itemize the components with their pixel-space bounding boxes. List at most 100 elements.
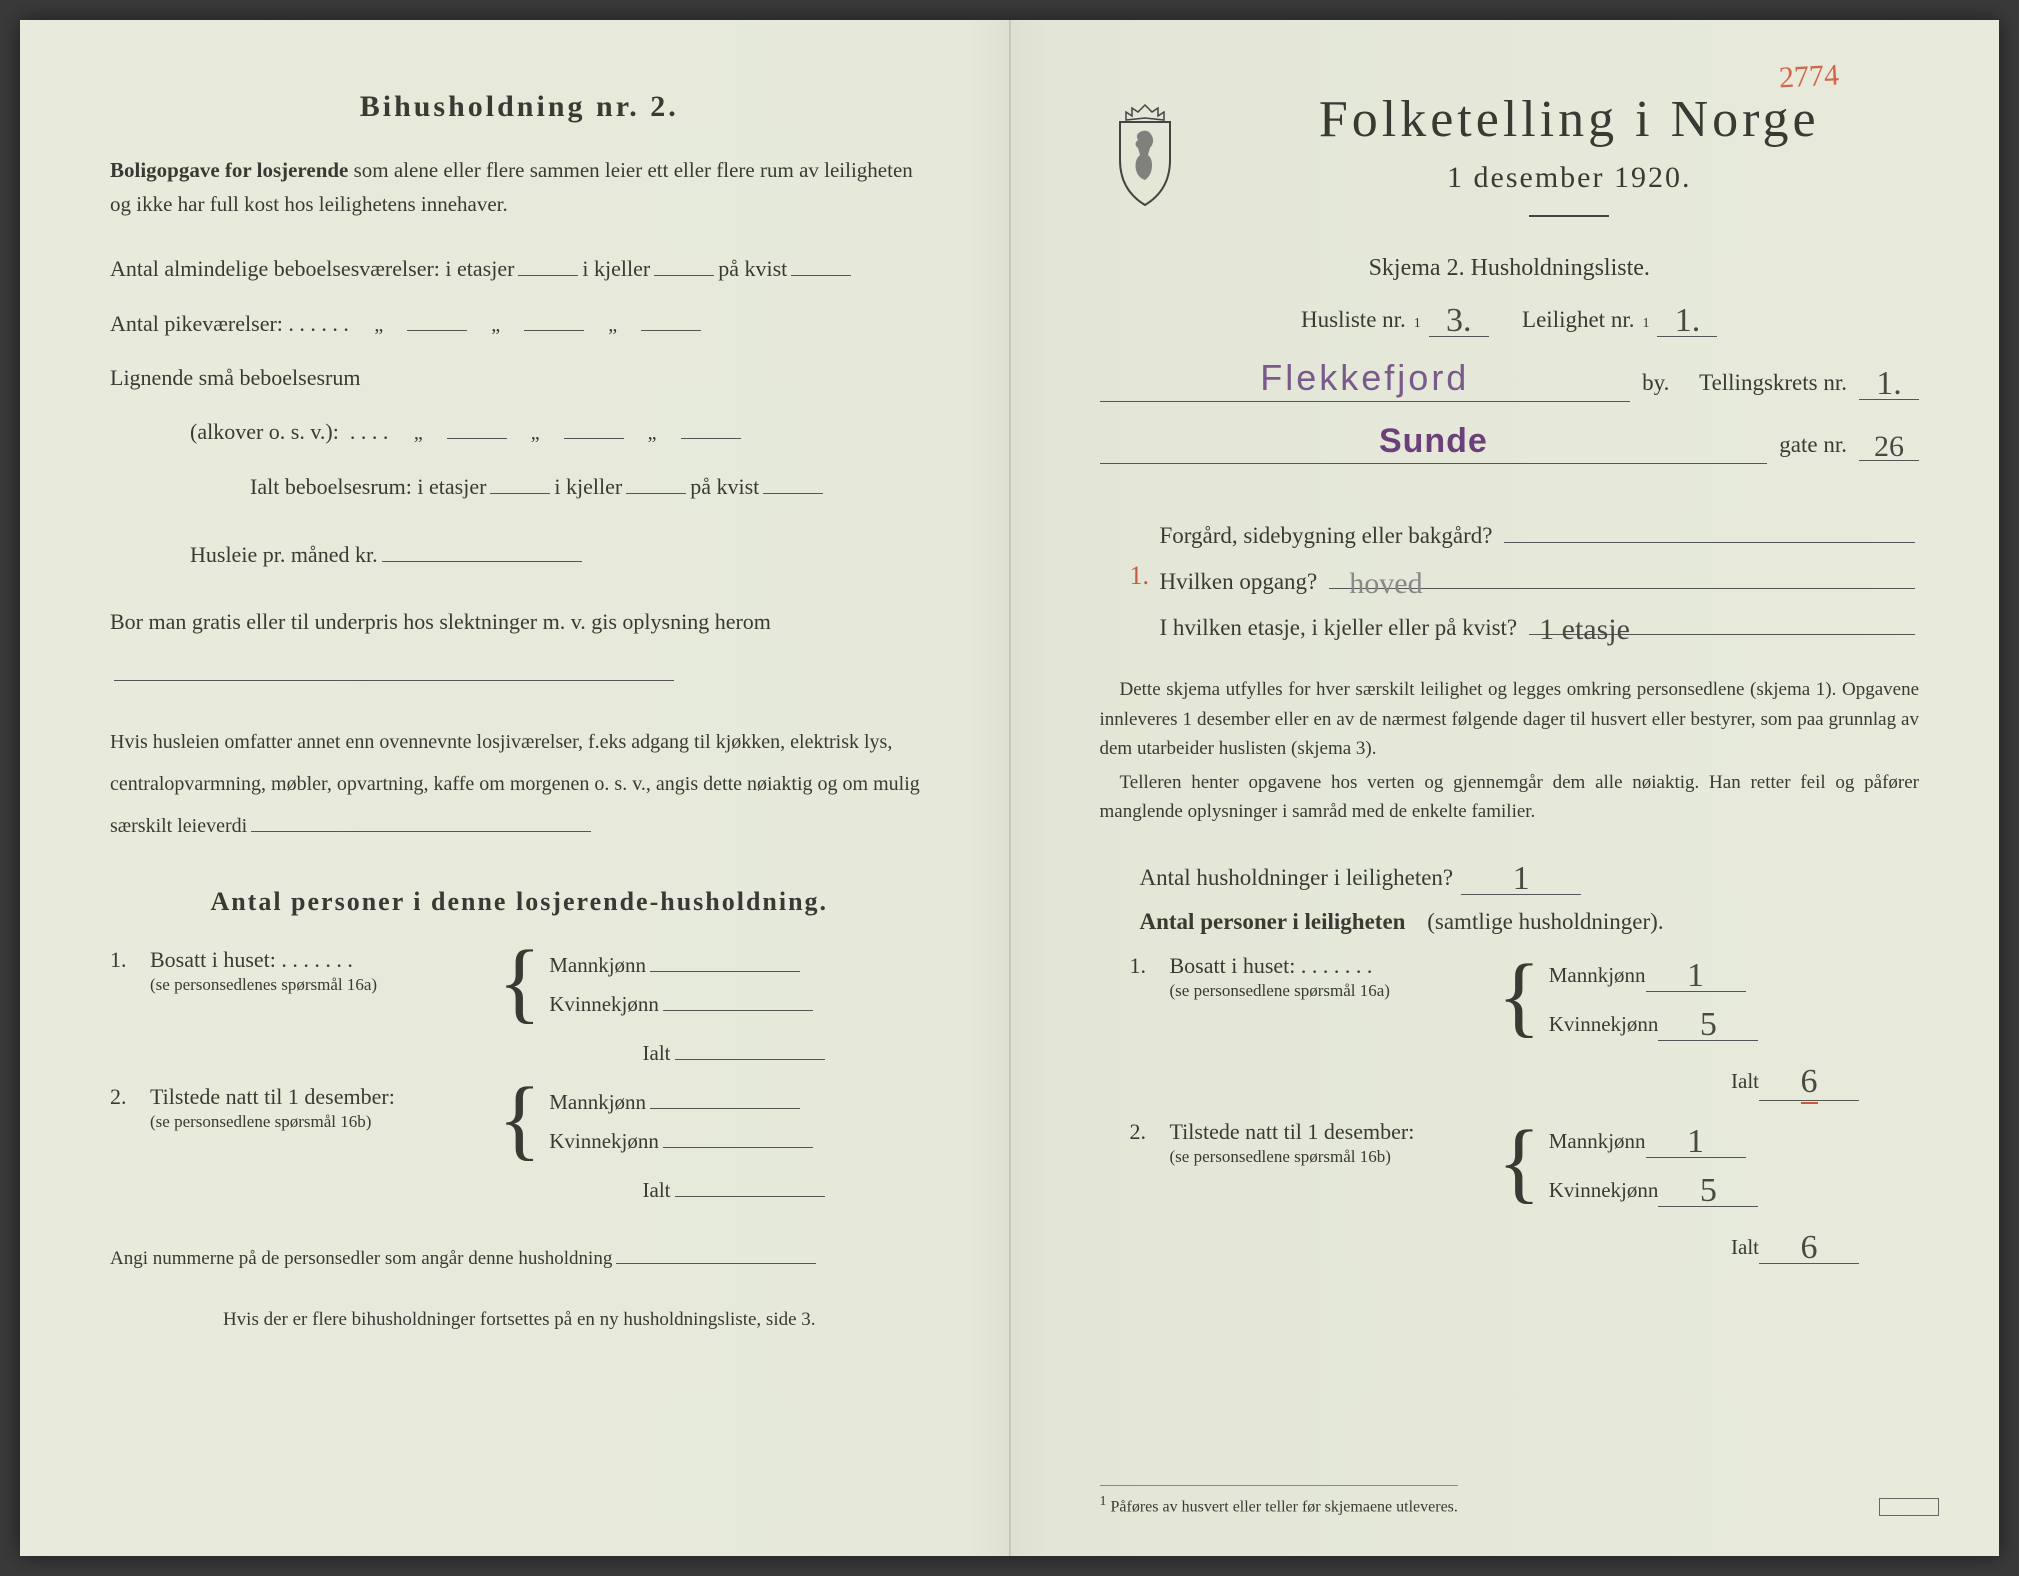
tellingskrets-value: 1. [1859,361,1919,400]
pike-line: Antal pikeværelser: . . . . . . „„„ [110,300,929,348]
r-mann-val-1: 1 [1646,953,1746,992]
item2-sub: (se personsedlene spørsmål 16b) [150,1112,490,1132]
ialt-label: Ialt [643,1178,671,1202]
etasje-handwritten: 1 etasje [1539,613,1630,647]
right-item-2: 2. Tilstede natt til 1 desember: (se per… [1100,1119,1920,1207]
red-pencil-annotation: 2774 [1778,58,1840,95]
angi-text: Angi nummerne på de personsedler som ang… [110,1248,612,1269]
r-ialt-hw-2: 6 [1801,1229,1818,1267]
husliste-label: Husliste nr. [1301,307,1406,333]
husliste-handwritten: 3. [1446,302,1472,340]
blank-forgard [1504,518,1915,543]
r-mann-line-2: Mannkjønn1 [1549,1119,1759,1158]
antal-hush-value: 1 [1461,856,1581,895]
instructions-p2: Telleren henter opgavene hos verten og g… [1100,768,1920,827]
r-item2-sub: (se personsedlene spørsmål 16b) [1170,1147,1490,1167]
mannkjonn-label: Mannkjønn [549,1090,646,1114]
r-item1-num: 1. [1130,953,1170,979]
blank [626,470,686,494]
r-ialt-line-2: Ialt6 [1100,1225,1920,1264]
footnote: 1 Påføres av husvert eller teller før sk… [1100,1485,1458,1516]
antal-pers-line: Antal personer i leiligheten (samtlige h… [1100,909,1920,935]
husleie-label: Husleie pr. måned kr. [190,542,378,567]
rooms-line: Antal almindelige beboelsesværelser: i e… [110,245,929,293]
ditto-6: „ [648,422,657,444]
footnote-marker: 1 [1100,1494,1107,1509]
ditto-2: „ [491,314,500,336]
street-line: Sunde gate nr. 26 [1100,422,1920,464]
etasje-value: 1 etasje [1529,609,1915,634]
blank-gratis [114,657,674,681]
kvist-label: på kvist [718,256,787,281]
r-brace-group-2: { Mannkjønn1 Kvinnekjønn5 [1490,1119,1759,1207]
city-underline: Flekkefjord [1100,357,1631,402]
r-kvinne-hw-2: 5 [1700,1172,1717,1210]
opgang-label: Hvilken opgang? [1160,569,1318,595]
mannkjonn-label: Mannkjønn [1549,1129,1646,1153]
husliste-line: Husliste nr.1 3. Leilighet nr.1 1. [1100,298,1920,337]
subtitle: 1 desember 1920. [1220,161,1920,195]
husliste-value: 3. [1429,298,1489,337]
blank [675,1174,825,1197]
ditto-3: „ [608,314,617,336]
kvinnekjonn-label: Kvinnekjønn [1549,1012,1659,1036]
mannkjonn-label: Mannkjønn [549,953,646,977]
r-brace-content-1: Mannkjønn1 Kvinnekjønn5 [1549,953,1759,1041]
forgard-label: Forgård, sidebygning eller bakgård? [1160,523,1493,549]
lignende-line: Lignende små beboelsesrum [110,354,929,402]
r-item2-label: Tilstede natt til 1 desember: [1170,1119,1415,1144]
gate-handwritten: 26 [1874,430,1904,464]
opgang-line: 1. Hvilken opgang? hoved [1100,563,1920,595]
opgang-handwritten: hoved [1349,567,1422,601]
angi-line: Angi nummerne på de personsedler som ang… [110,1243,929,1274]
right-page: 2774 Folketelling i Norge 1 desember 192… [1010,20,2000,1556]
ditto-1: „ [374,314,383,336]
intro-paragraph: Boligopgave for losjerende som alene ell… [110,154,929,221]
antal-pers-label: Antal personer i leiligheten [1140,909,1406,935]
brace-icon: { [498,1084,541,1156]
mann-line-2: Mannkjønn [549,1086,817,1115]
ialt-label: Ialt [643,1041,671,1065]
left-item-2: 2. Tilstede natt til 1 desember: (se per… [110,1084,929,1156]
r-kvinne-hw-1: 5 [1700,1006,1717,1044]
sup-1: 1 [1414,316,1421,332]
r-item1-label: Bosatt i huset: [1170,953,1296,978]
blank [663,1125,813,1148]
gratis-line: Bor man gratis eller til underpris hos s… [110,596,929,702]
kjeller-label: i kjeller [582,256,650,281]
kjeller-label-2: i kjeller [554,474,622,499]
spacer [1100,484,1920,504]
antal-hush-line: Antal husholdninger i leiligheten? 1 [1100,856,1920,895]
left-page: Bihusholdning nr. 2. Boligopgave for los… [20,20,1010,1556]
coat-of-arms-icon [1100,100,1190,210]
left-item-1: 1. Bosatt i huset: . . . . . . . (se per… [110,947,929,1019]
brace-icon: { [1498,961,1541,1033]
antal-hush-handwritten: 1 [1513,860,1530,898]
brace-content-2: Mannkjønn Kvinnekjønn [549,1084,817,1156]
gate-value: 26 [1859,426,1919,461]
city-stamp: Flekkefjord [1260,357,1469,399]
r-kvinne-val-2: 5 [1658,1168,1758,1207]
item2-label: Tilstede natt til 1 desember: [150,1084,395,1109]
sup-2: 1 [1642,316,1649,332]
r-kvinne-line-2: Kvinnekjønn5 [1549,1168,1759,1207]
r-ialt-hw-1: 6 [1801,1063,1818,1104]
blank-husleie [382,538,582,562]
tellingskrets-label: Tellingskrets nr. [1699,370,1847,396]
kvist-label-2: på kvist [690,474,759,499]
item1-label-col: Bosatt i huset: . . . . . . . (se person… [150,947,490,995]
blank [407,306,467,330]
instructions-block: Dette skjema utfylles for hver særskilt … [1100,675,1920,826]
blank [763,470,823,494]
instructions-p1: Dette skjema utfylles for hver særskilt … [1100,675,1920,763]
brace-icon: { [1498,1127,1541,1199]
kvinnekjonn-label: Kvinnekjønn [549,1129,659,1153]
blank [663,988,813,1011]
item2-num: 2. [110,1084,150,1110]
blank [616,1243,816,1264]
alkover-line: (alkover o. s. v.): . . . . „„„ [110,408,929,456]
blank-kjeller [654,252,714,276]
blank [681,415,741,439]
blank [490,470,550,494]
opgang-value: hoved [1329,563,1915,588]
